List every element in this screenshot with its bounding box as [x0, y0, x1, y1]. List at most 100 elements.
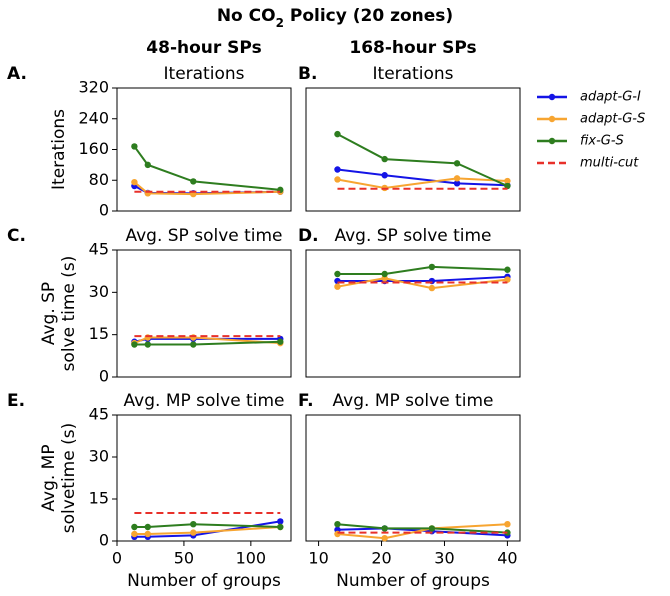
series-line	[134, 340, 281, 346]
x-tick-label: 100	[236, 549, 267, 568]
column-title: 168-hour SPs	[349, 38, 476, 58]
panel-title: Avg. MP solve time	[124, 391, 285, 411]
x-axis-label: Number of groups	[336, 571, 490, 591]
data-point	[381, 155, 388, 163]
data-point	[428, 525, 436, 532]
series-line	[133, 145, 281, 191]
series-line	[337, 265, 508, 275]
data-point	[334, 130, 341, 138]
y-tick-label: 0	[99, 367, 109, 386]
y-axis-label-line: Avg. SP	[39, 282, 59, 345]
y-axis-label-line: solve time (s)	[59, 256, 79, 372]
legend-marker	[548, 115, 556, 123]
title-part: Policy (20 zones)	[284, 6, 453, 26]
data-point	[381, 270, 388, 278]
series-line	[133, 181, 281, 196]
series-line	[337, 523, 508, 534]
data-point	[277, 338, 284, 345]
data-point	[428, 263, 436, 271]
y-axis-label: Avg. MPsolvetime (s)	[39, 423, 79, 533]
legend-label: adapt-G-S	[580, 112, 645, 127]
y-tick-label: 45	[89, 240, 109, 259]
data-point	[144, 523, 151, 531]
y-tick-label: 240	[78, 108, 109, 127]
panel-letter: F.	[298, 391, 314, 411]
series-line	[337, 168, 508, 187]
data-point	[504, 521, 511, 528]
data-point	[131, 178, 138, 186]
x-tick-label: 10	[308, 549, 328, 568]
panel-title: Avg. SP solve time	[334, 226, 491, 246]
x-tick-label: 50	[174, 549, 194, 568]
plot-frame	[305, 414, 521, 542]
series-line	[134, 520, 281, 538]
y-tick-label: 30	[89, 447, 109, 466]
y-tick-label: 15	[89, 489, 109, 508]
y-tick-label: 15	[89, 324, 109, 343]
panel-letter: C.	[7, 226, 26, 246]
data-point	[334, 283, 341, 290]
data-point	[453, 160, 461, 167]
series-line	[134, 336, 281, 345]
plot-frame	[305, 87, 521, 212]
panel-letter: D.	[298, 226, 319, 246]
panel-title: Avg. SP solve time	[125, 226, 282, 246]
y-axis-label-line: solvetime (s)	[59, 423, 79, 533]
data-point	[504, 182, 511, 190]
data-point	[334, 521, 341, 528]
legend-marker	[548, 137, 556, 145]
x-tick-label: 0	[112, 549, 122, 568]
data-point	[277, 523, 284, 531]
y-axis-label-line: Avg. MP	[39, 444, 59, 511]
data-point	[381, 535, 388, 542]
y-tick-label: 320	[78, 78, 109, 97]
panel-title: Iterations	[164, 64, 245, 84]
data-point	[144, 161, 151, 169]
panel-title: Avg. MP solve time	[333, 391, 494, 411]
data-point	[453, 175, 461, 182]
data-point	[190, 521, 197, 528]
data-point	[334, 270, 341, 278]
data-point	[381, 525, 388, 532]
y-tick-label: 160	[78, 139, 109, 158]
legend-marker	[548, 93, 556, 101]
data-point	[334, 176, 341, 183]
y-axis-label-line: Iterations	[49, 109, 69, 190]
series-line	[134, 526, 281, 535]
panel-letter: B.	[298, 64, 317, 84]
data-point	[428, 284, 436, 292]
data-point	[504, 266, 511, 273]
data-point	[131, 523, 138, 531]
figure-title: No CO2 Policy (20 zones)	[217, 6, 453, 30]
plot-frame	[116, 414, 292, 542]
series-line	[337, 275, 508, 283]
series-line	[337, 177, 508, 189]
y-tick-label: 80	[89, 170, 109, 189]
data-point	[144, 341, 151, 348]
data-point	[190, 529, 197, 536]
y-tick-label: 30	[89, 282, 109, 301]
plot-frame	[116, 249, 292, 378]
data-point	[131, 143, 138, 150]
y-tick-label: 0	[99, 531, 109, 550]
x-axis-label: Number of groups	[127, 571, 281, 591]
legend: adapt-G-I adapt-G-S fix-G-S multi-cut	[537, 90, 645, 171]
legend-label: fix-G-S	[580, 134, 624, 149]
data-point	[504, 276, 511, 283]
plot-frame	[305, 249, 521, 378]
column-title: 48-hour SPs	[146, 38, 261, 58]
title-subscript: 2	[276, 16, 284, 30]
data-point	[131, 341, 138, 348]
data-point	[277, 518, 284, 525]
data-point	[334, 166, 341, 173]
y-tick-label: 45	[89, 405, 109, 424]
legend-label: multi-cut	[580, 156, 639, 171]
y-tick-label: 0	[99, 201, 109, 220]
data-point	[190, 341, 197, 348]
data-point	[131, 530, 138, 538]
data-point	[504, 177, 511, 185]
y-axis-label: Iterations	[49, 109, 69, 190]
series-line	[134, 523, 281, 528]
panel-letter: A.	[7, 64, 27, 84]
